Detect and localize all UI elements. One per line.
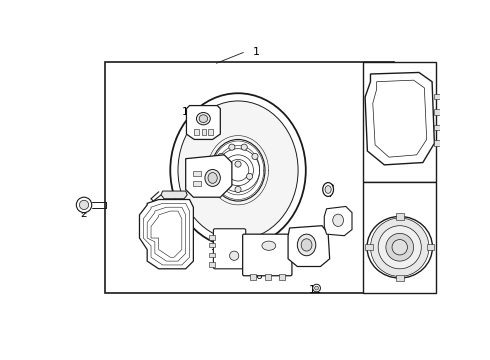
Circle shape bbox=[392, 239, 408, 255]
Ellipse shape bbox=[367, 216, 433, 278]
Ellipse shape bbox=[196, 112, 210, 125]
Polygon shape bbox=[324, 206, 352, 236]
Bar bbox=[249, 274, 256, 280]
Text: 6: 6 bbox=[255, 271, 262, 281]
FancyBboxPatch shape bbox=[243, 234, 292, 276]
Circle shape bbox=[315, 286, 318, 290]
Text: 11: 11 bbox=[391, 221, 404, 231]
Circle shape bbox=[235, 186, 241, 193]
Circle shape bbox=[229, 144, 235, 150]
Circle shape bbox=[79, 200, 89, 210]
Bar bbox=[209, 262, 215, 266]
Circle shape bbox=[386, 233, 414, 261]
Bar bbox=[105, 62, 393, 293]
Ellipse shape bbox=[325, 186, 331, 193]
Polygon shape bbox=[140, 199, 194, 269]
Bar bbox=[396, 275, 404, 281]
Text: 1: 1 bbox=[253, 48, 260, 58]
Bar bbox=[194, 171, 201, 176]
Bar bbox=[208, 129, 213, 135]
FancyBboxPatch shape bbox=[214, 229, 245, 269]
Bar bbox=[363, 62, 436, 182]
Text: 12: 12 bbox=[308, 285, 321, 294]
Bar bbox=[209, 235, 215, 239]
Polygon shape bbox=[187, 105, 220, 139]
Ellipse shape bbox=[297, 234, 316, 256]
Polygon shape bbox=[161, 191, 187, 199]
Text: 3: 3 bbox=[166, 242, 172, 252]
Bar bbox=[209, 253, 215, 257]
Bar bbox=[279, 274, 285, 280]
Ellipse shape bbox=[262, 241, 276, 250]
Bar bbox=[365, 244, 373, 250]
Ellipse shape bbox=[178, 101, 298, 239]
Circle shape bbox=[370, 218, 429, 276]
Ellipse shape bbox=[211, 139, 265, 201]
Bar bbox=[435, 109, 442, 115]
Bar bbox=[435, 94, 442, 99]
Bar bbox=[363, 182, 436, 293]
Text: 7: 7 bbox=[210, 249, 217, 259]
Circle shape bbox=[235, 161, 241, 167]
Bar bbox=[194, 181, 201, 186]
Text: 10: 10 bbox=[181, 107, 195, 117]
Bar bbox=[202, 129, 206, 135]
Circle shape bbox=[76, 197, 92, 213]
Ellipse shape bbox=[229, 251, 239, 260]
Circle shape bbox=[241, 144, 247, 150]
Polygon shape bbox=[186, 155, 232, 197]
Ellipse shape bbox=[199, 115, 208, 122]
Bar bbox=[209, 243, 215, 247]
Text: 2: 2 bbox=[81, 209, 87, 219]
Bar bbox=[435, 125, 442, 130]
Circle shape bbox=[223, 173, 230, 180]
Polygon shape bbox=[288, 226, 330, 266]
Ellipse shape bbox=[333, 214, 343, 226]
Circle shape bbox=[252, 153, 258, 159]
Polygon shape bbox=[365, 72, 435, 165]
Bar bbox=[435, 140, 442, 145]
Bar bbox=[396, 213, 404, 220]
Text: 9: 9 bbox=[331, 217, 338, 227]
Ellipse shape bbox=[205, 170, 220, 186]
Circle shape bbox=[246, 173, 253, 180]
Ellipse shape bbox=[208, 172, 217, 183]
Circle shape bbox=[218, 153, 224, 159]
Bar bbox=[194, 129, 199, 135]
Bar bbox=[265, 274, 271, 280]
Ellipse shape bbox=[171, 93, 306, 247]
Circle shape bbox=[378, 226, 421, 269]
Bar bbox=[427, 244, 434, 250]
Ellipse shape bbox=[323, 183, 334, 197]
Ellipse shape bbox=[301, 239, 312, 251]
Text: 5: 5 bbox=[213, 172, 220, 182]
Circle shape bbox=[313, 284, 320, 292]
Text: 8: 8 bbox=[327, 184, 334, 194]
Text: 4: 4 bbox=[292, 244, 298, 254]
